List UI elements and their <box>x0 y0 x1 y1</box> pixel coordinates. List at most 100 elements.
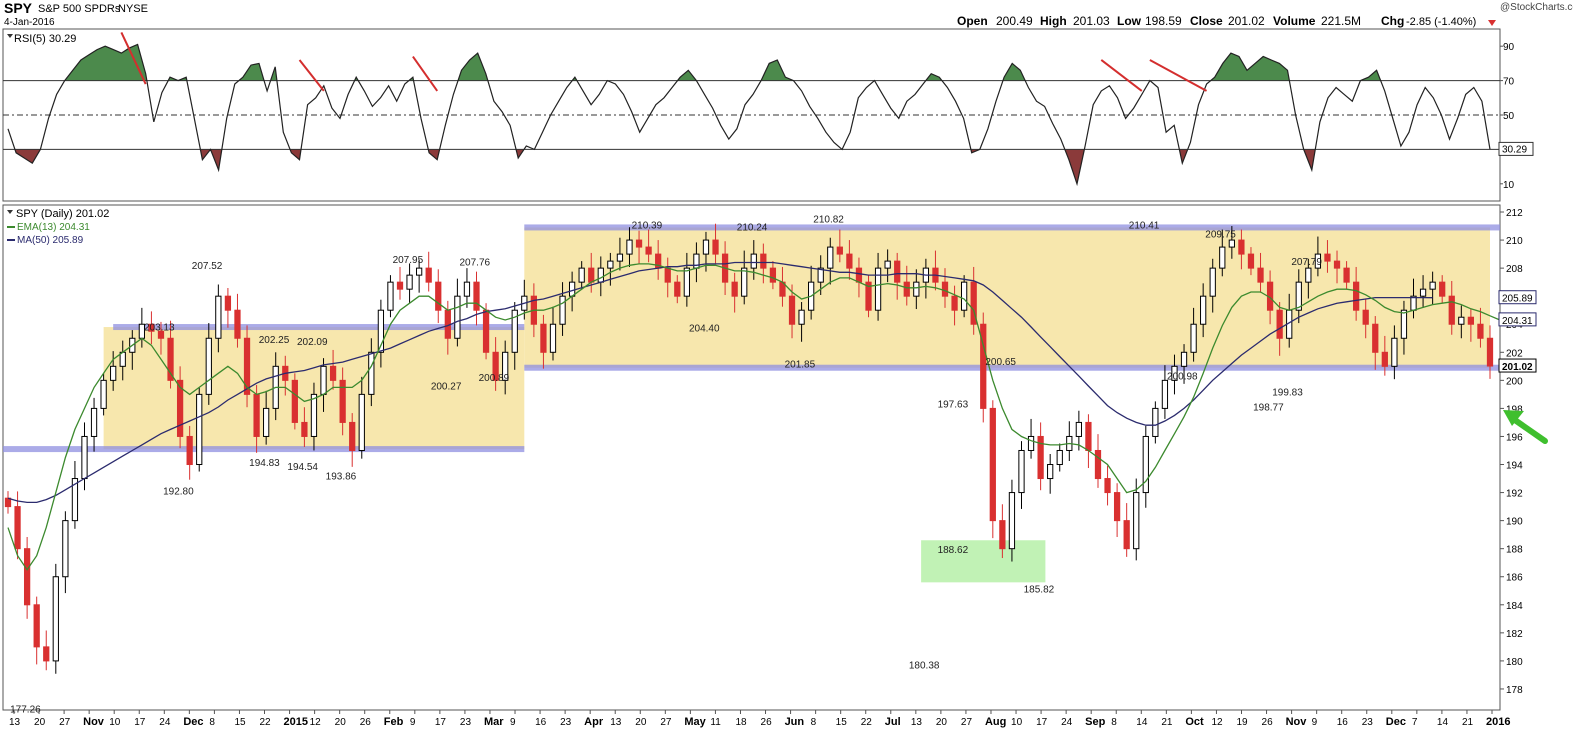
x-tick-label: 9 <box>1312 717 1318 728</box>
candle-body <box>1305 267 1312 283</box>
candle-body <box>1075 421 1082 437</box>
price-tag-box <box>1498 290 1537 305</box>
candle-body <box>263 407 270 437</box>
candle-body <box>1477 323 1484 339</box>
candle-body <box>1372 323 1379 353</box>
candle-body <box>320 365 327 395</box>
rsi-oversold-fill <box>14 149 1316 184</box>
candle-body <box>712 239 719 255</box>
candle-body <box>33 604 40 648</box>
candle-body <box>243 337 251 395</box>
price-annotation: 210.41 <box>1129 220 1160 231</box>
candle-body <box>1219 246 1226 269</box>
price-y-tick: 192 <box>1506 489 1523 500</box>
candle-body <box>62 520 69 578</box>
candle-body <box>970 281 977 325</box>
price-annotation: 202.09 <box>297 337 328 348</box>
x-tick-label: 21 <box>1161 717 1173 728</box>
candle-body <box>196 393 203 466</box>
candle-body <box>769 267 777 283</box>
support-resistance-line <box>524 364 1500 371</box>
x-tick-label: 13 <box>610 717 622 728</box>
rsi-y-tick: 50 <box>1503 111 1515 122</box>
candle-body <box>396 281 404 290</box>
candle-body <box>23 548 31 606</box>
rsi-divergence-line <box>1100 59 1143 92</box>
candle-body <box>578 267 585 283</box>
x-tick-label: 13 <box>911 717 923 728</box>
candle-body <box>1276 309 1283 339</box>
price-marker-icon <box>7 210 13 214</box>
candle-body <box>1486 337 1494 367</box>
price-annotation: 210.24 <box>737 223 768 234</box>
x-tick-label: 15 <box>836 717 848 728</box>
candle-body <box>1238 239 1245 255</box>
price-annotation: 203.13 <box>144 322 175 333</box>
x-tick-label: 16 <box>1337 717 1349 728</box>
candle-body <box>1467 316 1475 325</box>
candle-body <box>1056 449 1063 466</box>
price-annotation: 202.25 <box>259 335 290 346</box>
price-annotation: 193.86 <box>326 471 357 482</box>
price-y-tick: 188 <box>1506 545 1523 556</box>
candle-body <box>90 407 98 437</box>
close-label: Close <box>1190 14 1223 28</box>
price-annotation: 201.85 <box>785 359 816 370</box>
rsi-divergence-line <box>120 32 147 85</box>
price-y-tick: 202 <box>1506 348 1523 359</box>
price-annotation: 198.77 <box>1253 403 1284 414</box>
price-y-tick: 210 <box>1506 236 1523 247</box>
x-tick-label: 17 <box>134 717 146 728</box>
candle-body <box>511 309 518 353</box>
x-tick-label: 17 <box>435 717 447 728</box>
price-annotation: 200.65 <box>985 357 1016 368</box>
price-y-tick: 194 <box>1506 461 1523 472</box>
price-annotation: 210.39 <box>632 221 663 232</box>
rsi-divergence-line <box>298 59 325 92</box>
open-label: Open <box>957 14 988 28</box>
x-tick-label: 8 <box>1111 717 1117 728</box>
x-tick-label: 10 <box>1011 717 1023 728</box>
x-tick-label: 9 <box>510 717 516 728</box>
high-label: High <box>1040 14 1067 28</box>
candle-body <box>71 478 79 522</box>
candle-body <box>999 520 1006 550</box>
candle-body <box>377 309 385 353</box>
x-tick-label: Nov <box>1286 716 1308 728</box>
rsi-layer: 103050709030.29 <box>3 32 1534 191</box>
x-tick-label: Dec <box>183 716 203 728</box>
x-tick-label: Jul <box>885 716 901 728</box>
candle-body <box>100 379 107 409</box>
x-tick-label: 15 <box>234 717 246 728</box>
price-y-tick: 186 <box>1506 573 1523 584</box>
candle-body <box>387 281 394 311</box>
x-tick-label: 27 <box>961 717 973 728</box>
candle-body <box>310 393 318 437</box>
price-annotation: 199.83 <box>1272 388 1303 399</box>
candle-body <box>425 267 432 283</box>
support-zone <box>921 540 1046 583</box>
x-tick-label: 12 <box>310 717 322 728</box>
candle-body <box>502 351 509 381</box>
candle-body <box>1324 253 1331 262</box>
volume-label: Volume <box>1273 14 1316 28</box>
x-tick-label: 23 <box>1362 717 1374 728</box>
candle-body <box>989 407 996 522</box>
candle-body <box>760 253 767 269</box>
candle-body <box>1458 316 1465 325</box>
x-tick-label: 2015 <box>284 716 308 728</box>
support-resistance-line <box>3 446 525 453</box>
candle-body <box>492 351 499 381</box>
x-tick-label: 20 <box>635 717 647 728</box>
price-y-tick: 196 <box>1506 432 1523 443</box>
x-tick-label: 27 <box>660 717 672 728</box>
candle-body <box>788 295 796 325</box>
candle-body <box>1018 449 1025 494</box>
x-tick-label: 9 <box>410 717 416 728</box>
candle-body <box>1190 323 1197 353</box>
price-y-tick: 180 <box>1506 657 1523 668</box>
price-y-tick: 178 <box>1506 685 1523 696</box>
ema13-line <box>7 263 1500 571</box>
price-y-tick: 190 <box>1506 517 1523 528</box>
